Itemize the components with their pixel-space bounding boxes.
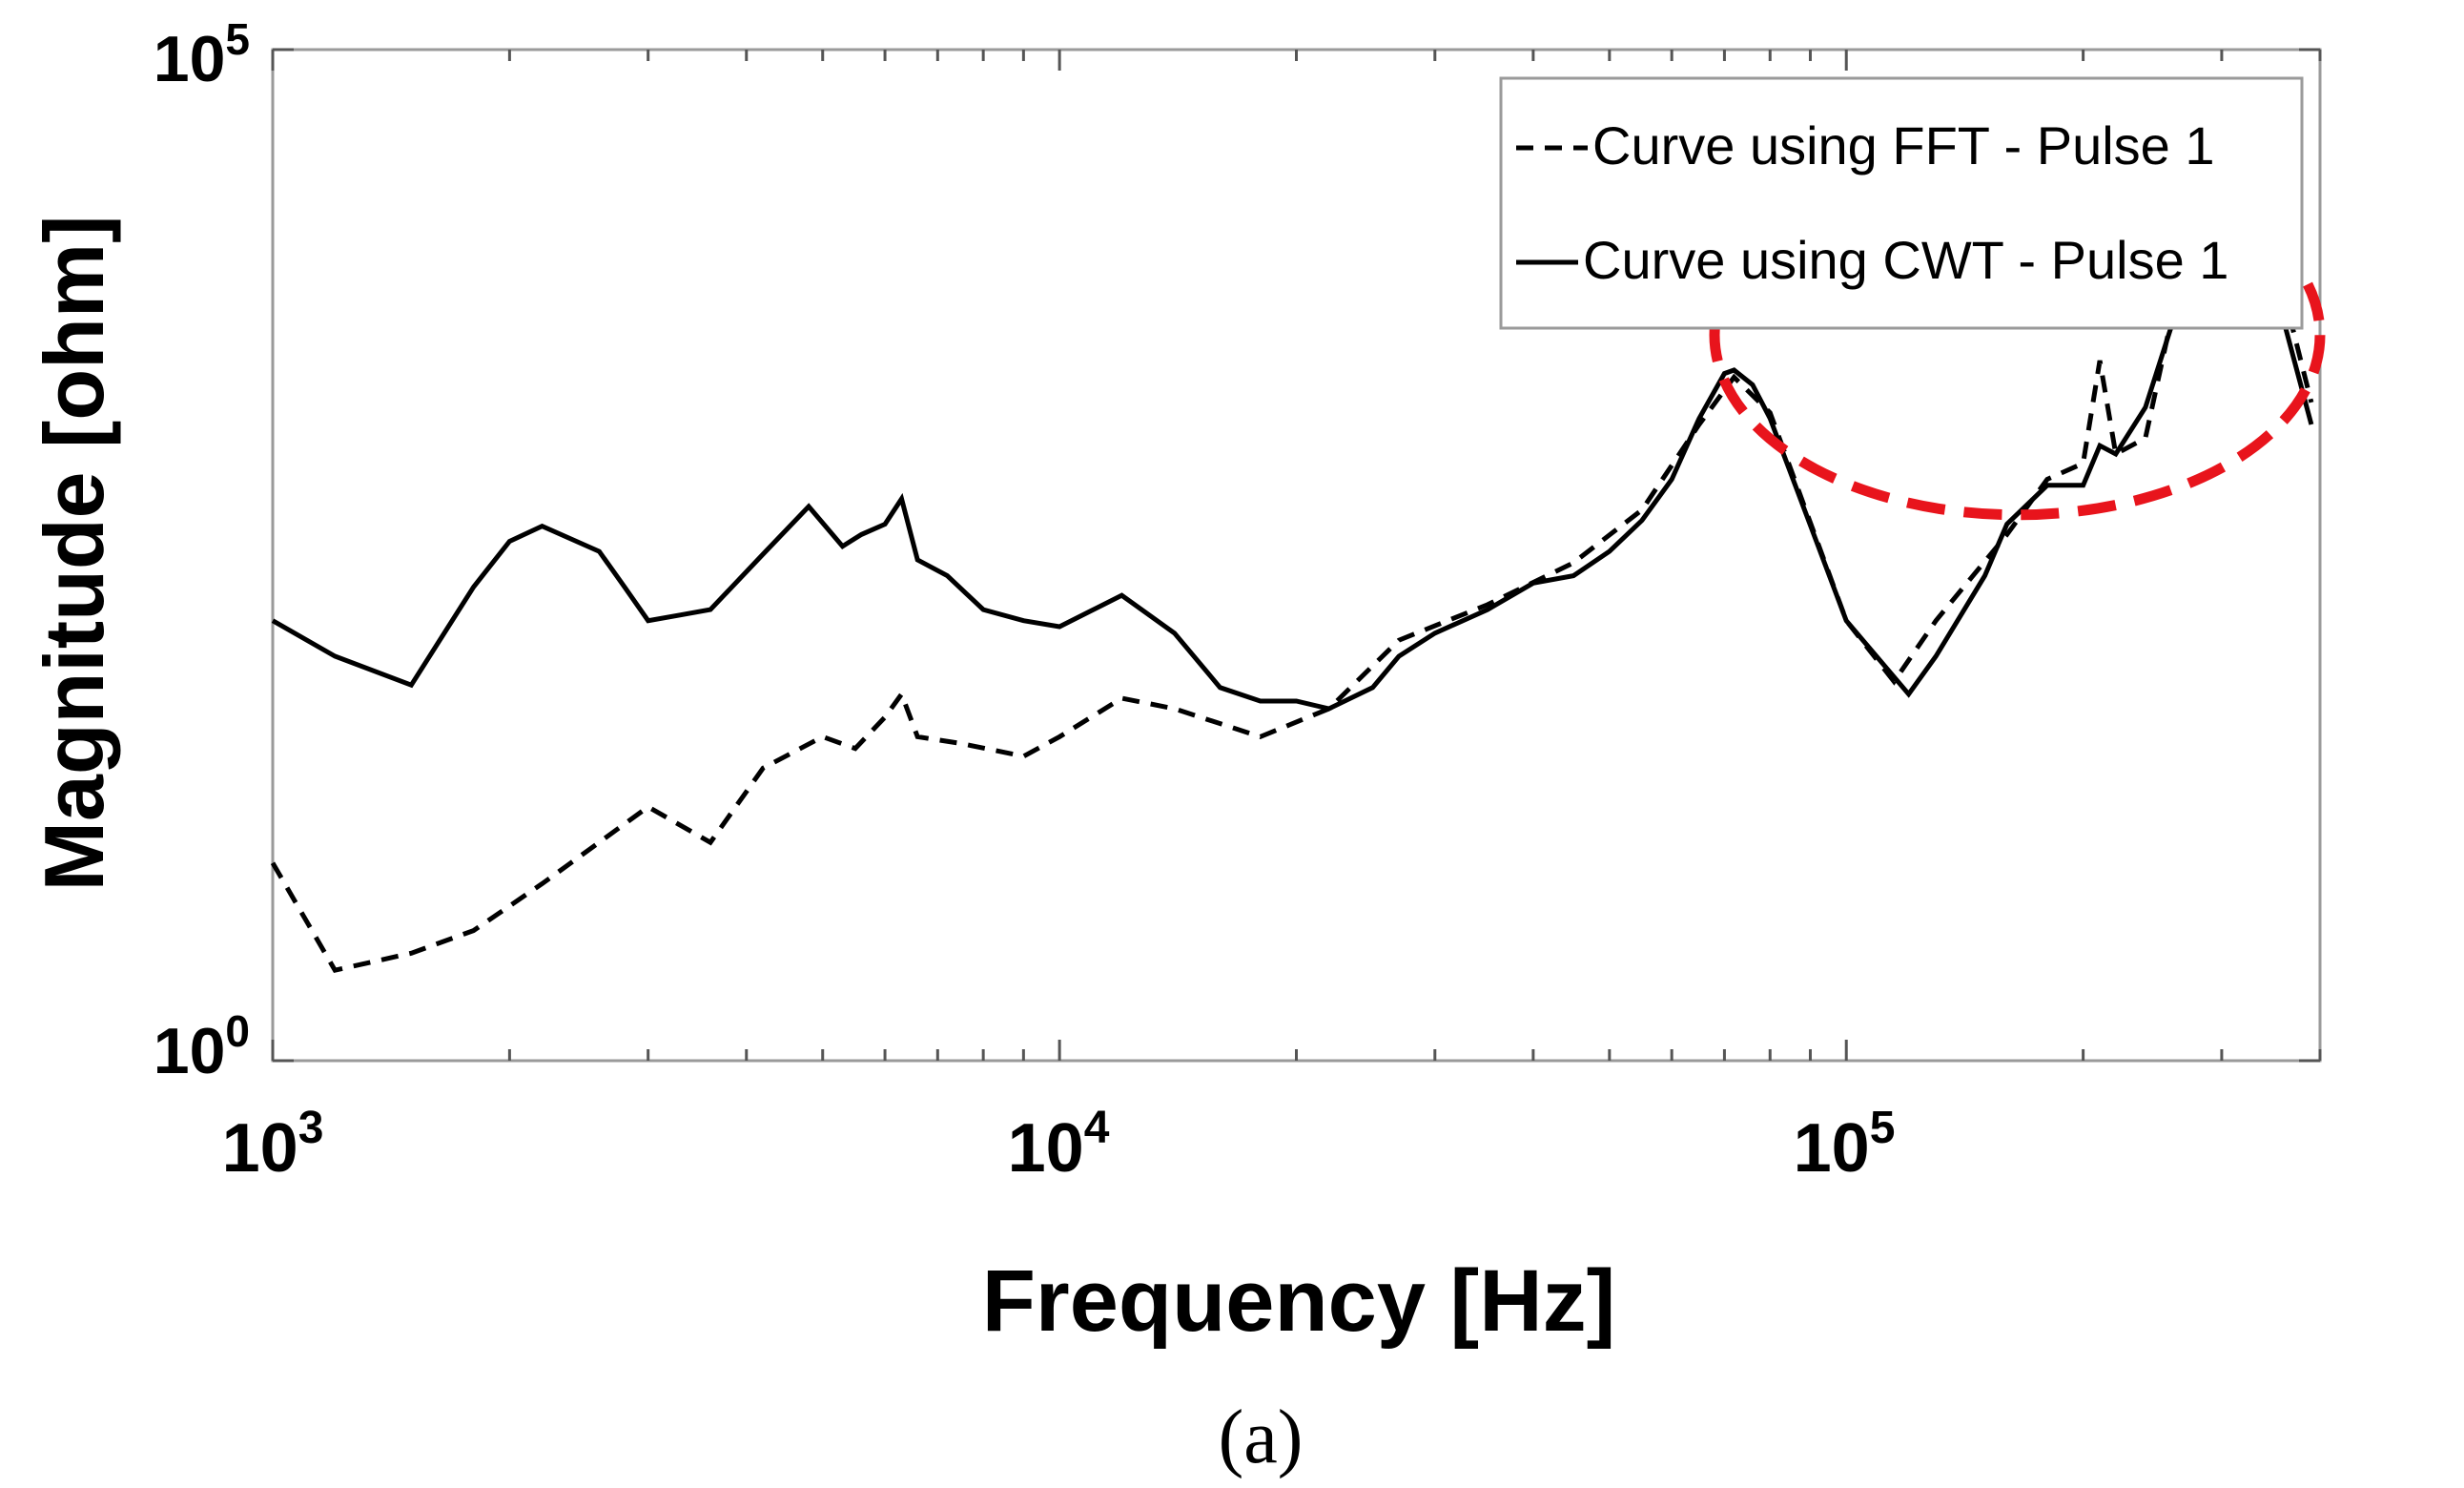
series-line-fft <box>270 181 2314 974</box>
y-axis-title: Magnitude [ohm] <box>27 216 121 892</box>
y-axis <box>273 48 2320 1063</box>
figure-caption: (a) <box>1219 1395 1304 1479</box>
legend-box <box>1499 76 2304 330</box>
y-tick-label-1e0: 100 <box>154 1006 250 1087</box>
legend: Curve using FFT - Pulse 1 Curve using CW… <box>1499 76 2304 330</box>
legend-label-fft: Curve using FFT - Pulse 1 <box>1592 115 2215 176</box>
x-tick-label-1e4: 104 <box>1008 1103 1110 1187</box>
legend-label-cwt: Curve using CWT - Pulse 1 <box>1583 230 2228 290</box>
x-axis <box>271 50 2322 1061</box>
x-tick-label-1e3: 103 <box>222 1103 324 1187</box>
x-axis-title: Frequency [Hz] <box>982 1252 1616 1350</box>
y-tick-label-1e5: 105 <box>154 14 250 95</box>
series-line-cwt <box>271 228 2314 712</box>
x-tick-label-1e5: 105 <box>1794 1103 1896 1187</box>
